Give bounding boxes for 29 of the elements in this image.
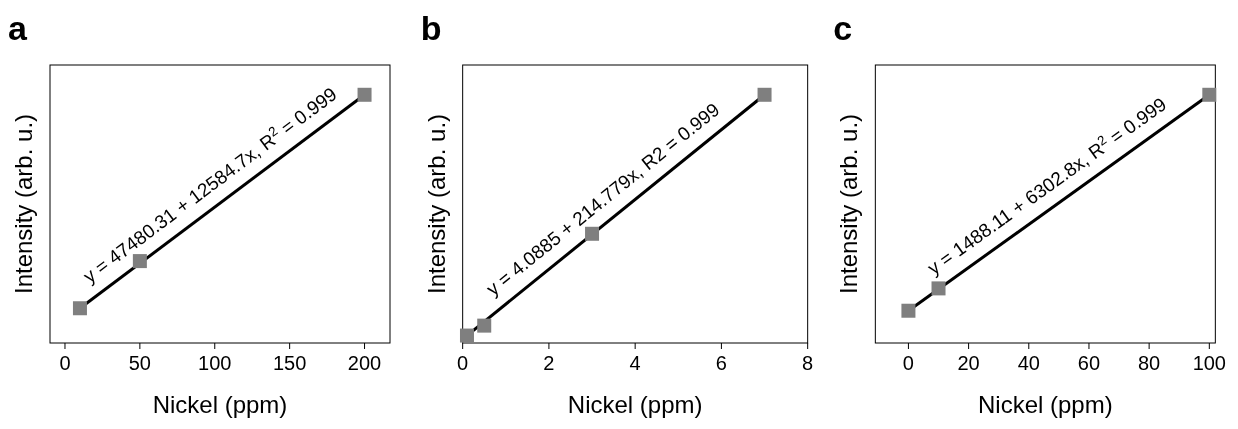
x-tick-label: 100 — [198, 352, 232, 374]
x-tick-label: 0 — [902, 352, 914, 374]
x-axis-title: Nickel (ppm) — [567, 391, 703, 418]
x-axis-title: Nickel (ppm) — [152, 391, 288, 418]
x-tick-label: 4 — [629, 352, 641, 374]
point — [757, 87, 772, 102]
x-tick-label: 2 — [543, 352, 555, 374]
x-tick-label: 200 — [347, 352, 382, 374]
x-tick-label: 80 — [1138, 352, 1161, 374]
x-tick-label: 0 — [59, 352, 71, 374]
x-tick-label: 100 — [1192, 352, 1226, 374]
y-axis-title: Intensity (arb. u.) — [422, 113, 450, 295]
chart-title: a — [8, 9, 28, 47]
x-tick-label: 60 — [1077, 352, 1101, 374]
y-axis-title: Intensity (arb. u.) — [835, 113, 863, 295]
point — [459, 328, 474, 343]
x-tick-label: 40 — [1017, 352, 1040, 374]
x-tick-label: 150 — [272, 352, 307, 374]
chart-title: b — [420, 9, 442, 47]
x-tick-label: 0 — [457, 352, 469, 374]
x-tick-label: 6 — [715, 352, 727, 374]
x-tick-label: 20 — [957, 352, 980, 374]
point — [585, 226, 600, 241]
x-tick-label: 8 — [802, 352, 814, 374]
point — [477, 318, 492, 333]
y-axis-title: Intensity (arb. u.) — [10, 113, 37, 295]
x-tick-label: 50 — [128, 352, 151, 374]
x-axis-title: Nickel (ppm) — [977, 391, 1113, 418]
chart-title: c — [833, 9, 853, 47]
